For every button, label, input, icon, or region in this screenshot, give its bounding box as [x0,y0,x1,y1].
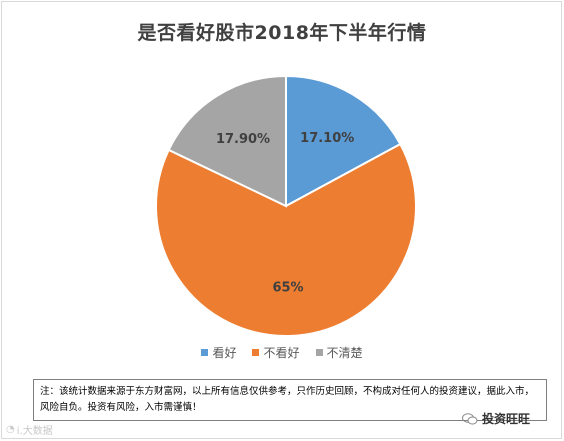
slice-label-3: 17.90% [216,132,270,147]
legend-item-3: 不清楚 [315,344,363,361]
watermark-text: i.大数据 [16,426,53,437]
legend-item-2: 不看好 [252,344,300,361]
legend-label: 不看好 [263,346,300,360]
watermark-icon: ◔ [6,424,15,435]
legend-swatch [201,349,209,356]
wechat-icon [462,412,478,424]
slice-label-2: 65% [272,281,303,296]
legend-swatch [252,349,260,356]
brand-name: 投资旺旺 [482,412,531,426]
slice-label-1: 17.10% [300,131,354,146]
pie-slice-1 [285,74,402,208]
disclaimer-note: 注：该统计数据来源于东方财富网，以上所有信息仅供参考，只作历史回顾，不构成对任何… [33,379,547,421]
pie-slice-2 [155,142,417,337]
legend-swatch [315,349,323,356]
legend-label: 看好 [212,346,237,360]
chart-title: 是否看好股市2018年下半年行情 [137,22,427,44]
chart-legend: 看好 不看好 不清楚 [0,344,564,361]
legend-label: 不清楚 [326,346,363,360]
brand-signature: 投资旺旺 [462,410,530,427]
legend-item-1: 看好 [201,344,236,361]
watermark: ◔ i.大数据 [6,422,53,437]
pie-slice-3 [167,74,287,208]
